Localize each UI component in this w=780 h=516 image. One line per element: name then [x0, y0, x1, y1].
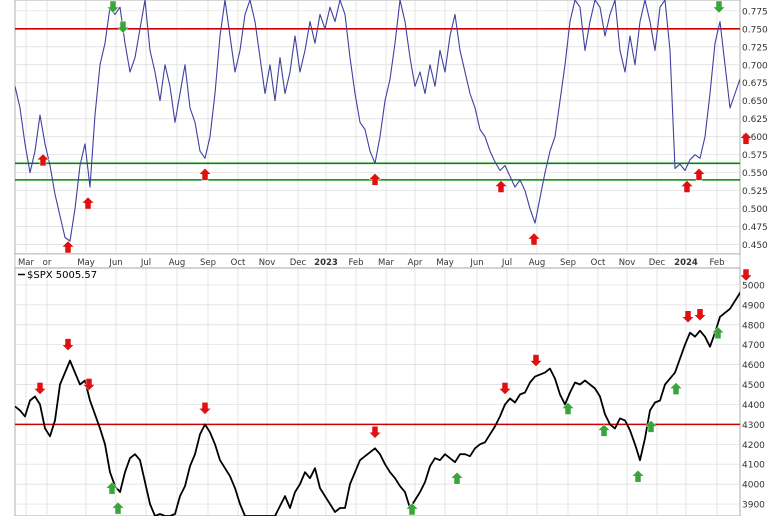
red-arrow-down-marker	[529, 354, 543, 367]
x-tick-label: Oct	[231, 258, 246, 268]
green-arrow-up-marker	[631, 469, 645, 483]
plot-area	[14, 267, 741, 516]
red-arrow-up-marker	[81, 196, 95, 210]
price-legend-label: $SPX 5005.57	[27, 270, 97, 281]
red-arrow-down-marker	[82, 378, 96, 391]
y-tick-label: 0.675	[742, 79, 768, 89]
red-arrow-up-marker	[739, 131, 753, 145]
x-tick-label: May	[77, 258, 95, 268]
x-tick-label: Jun	[469, 258, 483, 268]
green-arrow-up-marker	[597, 424, 611, 437]
red-arrow-up-marker	[692, 167, 706, 181]
y-tick-label: 0.575	[742, 151, 768, 161]
x-tick-label: Jul	[501, 258, 512, 268]
x-tick-label: 2024	[674, 258, 698, 268]
y-tick-label: 4000	[742, 481, 765, 491]
y-tick-label: 0.475	[742, 223, 768, 233]
y-tick-label: 4100	[742, 461, 765, 471]
x-tick-label: Mar	[378, 258, 395, 268]
y-tick-label: 0.625	[742, 115, 768, 125]
x-tick-label: Jul	[140, 258, 151, 268]
x-tick-label: Sep	[560, 258, 576, 268]
y-tick-label: 0.550	[742, 169, 768, 179]
y-tick-label: 0.650	[742, 97, 768, 107]
x-tick-label: Dec	[649, 258, 666, 268]
x-tick-label: Apr	[408, 258, 423, 268]
red-arrow-down-marker	[368, 426, 382, 439]
x-tick-label: Aug	[169, 258, 186, 268]
y-tick-label: 3900	[742, 501, 765, 511]
red-arrow-down-marker	[61, 338, 75, 351]
y-tick-label: 0.775	[742, 7, 768, 17]
green-arrow-up-marker	[561, 402, 575, 415]
x-tick-label: May	[436, 258, 454, 268]
x-tick-label: Aug	[529, 258, 546, 268]
indicator-panel: 0.450 0.475 0.500 0.525 0.550 0.575 0.600 0.625…	[14, 0, 768, 269]
green-arrow-up-marker	[450, 471, 464, 485]
x-tick-label: Feb	[348, 258, 363, 268]
y-tick-label: 4900	[742, 301, 765, 311]
x-tick-label: Mar	[18, 258, 35, 268]
y-tick-label: 0.700	[742, 61, 768, 71]
red-arrow-down-marker	[739, 268, 753, 282]
red-arrow-down-marker	[198, 402, 212, 415]
red-arrow-up-marker	[61, 240, 75, 254]
green-arrow-down-marker	[712, 0, 726, 14]
red-arrow-down-marker	[693, 308, 707, 322]
y-tick-label: 0.725	[742, 43, 768, 53]
series-line	[15, 0, 740, 242]
y-tick-label: 4300	[742, 421, 765, 431]
red-arrow-down-marker	[681, 310, 695, 324]
red-arrow-up-marker	[198, 167, 212, 181]
y-tick-label: 0.525	[742, 187, 768, 197]
y-tick-label: 0.600	[742, 133, 768, 143]
y-tick-label: 0.450	[742, 241, 768, 251]
x-tick-label: Nov	[619, 258, 636, 268]
red-arrow-up-marker	[680, 180, 694, 193]
x-tick-label: Dec	[290, 258, 307, 268]
red-arrow-down-marker	[33, 382, 47, 395]
red-arrow-up-marker	[527, 232, 541, 246]
y-tick-label: 4700	[742, 341, 765, 351]
price-panel: 3900 4000 4100 4200 4300 4400 4500 4600 4700 4800…	[14, 267, 765, 516]
x-tick-label: Feb	[709, 258, 724, 268]
green-arrow-up-marker	[711, 326, 725, 340]
red-arrow-up-marker	[368, 172, 382, 186]
y-tick-label: 5000	[742, 281, 765, 291]
y-tick-label: 0.750	[742, 25, 768, 35]
y-tick-label: 0.500	[742, 205, 768, 215]
y-tick-label: 4500	[742, 381, 765, 391]
red-arrow-down-marker	[498, 382, 512, 395]
y-tick-label: 4400	[742, 401, 765, 411]
red-arrow-up-marker	[36, 153, 50, 167]
x-tick-label: Oct	[591, 258, 606, 268]
x-tick-label: Sep	[200, 258, 216, 268]
x-tick-label: or	[43, 258, 52, 268]
y-tick-label: 4200	[742, 441, 765, 451]
y-tick-label: 4800	[742, 321, 765, 331]
green-arrow-up-marker	[405, 502, 419, 516]
green-arrow-up-marker	[105, 481, 119, 495]
green-arrow-down-marker	[116, 20, 130, 34]
green-arrow-up-marker	[644, 420, 658, 433]
x-tick-label: Jun	[108, 258, 122, 268]
x-tick-label: 2023	[314, 258, 338, 268]
green-arrow-up-marker	[669, 382, 683, 395]
x-tick-label: Nov	[259, 258, 276, 268]
green-arrow-down-marker	[106, 0, 120, 14]
series-line	[15, 291, 740, 516]
y-tick-label: 4600	[742, 361, 765, 371]
red-arrow-up-marker	[494, 180, 508, 193]
green-arrow-up-marker	[111, 501, 125, 515]
